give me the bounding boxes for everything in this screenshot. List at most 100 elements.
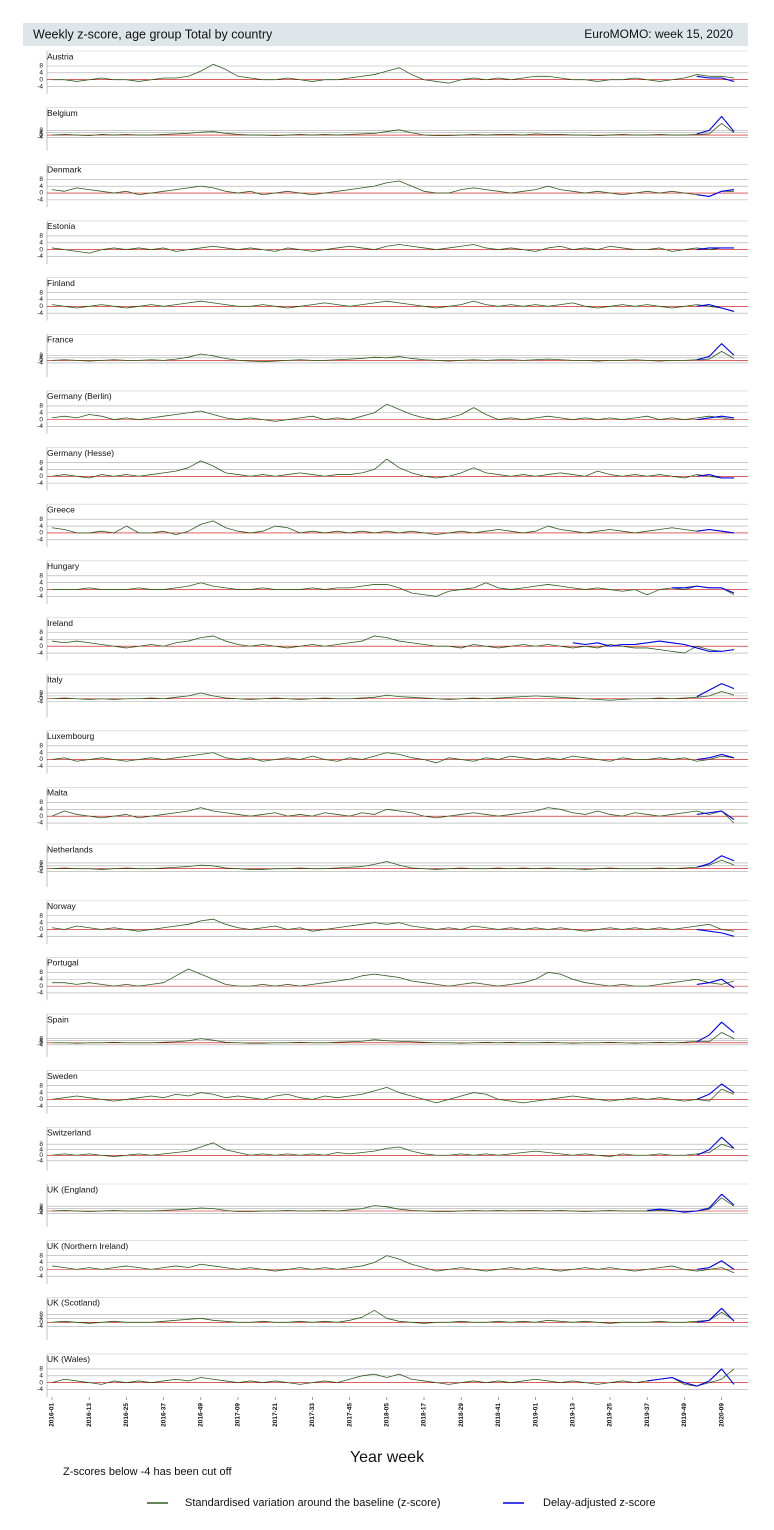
panel-title: Finland bbox=[47, 278, 75, 288]
y-tick-label: 8 bbox=[39, 459, 43, 466]
panel-title: Ireland bbox=[47, 618, 73, 628]
panel-title: UK (Wales) bbox=[47, 1354, 90, 1364]
panel-title: UK (England) bbox=[47, 1184, 98, 1194]
y-tick-label: 8 bbox=[39, 403, 43, 410]
footnote: Z-scores below -4 has been cut off bbox=[63, 1466, 232, 1478]
y-tick-label: -4 bbox=[37, 698, 43, 705]
y-tick-label: -4 bbox=[37, 1158, 43, 1165]
y-tick-label: 0 bbox=[39, 1208, 43, 1215]
delay-adjusted-line bbox=[696, 415, 735, 421]
x-tick-label: 2019-13 bbox=[570, 1403, 577, 1427]
delay-adjusted-line bbox=[696, 1021, 735, 1043]
y-tick-label: 0 bbox=[39, 865, 43, 872]
y-tick-label: 4 bbox=[39, 1146, 43, 1153]
y-tick-label: 0 bbox=[39, 357, 43, 364]
y-tick-label: 0 bbox=[39, 1379, 43, 1386]
panel-title: Estonia bbox=[47, 221, 76, 231]
panel: Belgium 840-4 bbox=[37, 107, 748, 151]
panel-title: UK (Northern Ireland) bbox=[47, 1241, 128, 1251]
x-tick-label: 2018-29 bbox=[458, 1403, 465, 1427]
y-tick-label: 0 bbox=[39, 416, 43, 423]
y-tick-label: 4 bbox=[39, 183, 43, 190]
x-tick-label: 2017-33 bbox=[309, 1403, 316, 1427]
zscore-line bbox=[51, 1368, 735, 1387]
delay-adjusted-line bbox=[696, 115, 735, 135]
panel-title: Luxembourg bbox=[47, 731, 95, 741]
y-tick-label: -4 bbox=[37, 1273, 43, 1280]
y-tick-label: 8 bbox=[39, 573, 43, 580]
delay-adjusted-line bbox=[647, 1193, 735, 1213]
y-tick-label: -4 bbox=[37, 1103, 43, 1110]
y-tick-label: 0 bbox=[39, 1152, 43, 1159]
y-tick-label: 8 bbox=[39, 969, 43, 976]
zscore-line bbox=[52, 1032, 735, 1044]
panel-title: Belgium bbox=[47, 108, 78, 118]
delay-adjusted-line bbox=[696, 1260, 735, 1270]
y-tick-label: -4 bbox=[37, 1042, 43, 1049]
y-tick-label: -4 bbox=[37, 990, 43, 997]
x-tick-label: 2016-13 bbox=[86, 1403, 93, 1427]
x-tick-label: 2019-49 bbox=[681, 1403, 688, 1427]
y-tick-label: -4 bbox=[37, 820, 43, 827]
delay-adjusted-line bbox=[696, 1136, 735, 1156]
delay-adjusted-line bbox=[696, 75, 735, 82]
y-tick-label: 4 bbox=[39, 863, 43, 870]
y-tick-label: 0 bbox=[39, 132, 43, 139]
delay-adjusted-line bbox=[647, 1368, 735, 1387]
y-tick-label: 8 bbox=[39, 233, 43, 240]
zscore-line bbox=[51, 403, 735, 422]
y-tick-label: 0 bbox=[39, 1096, 43, 1103]
y-tick-label: 8 bbox=[39, 1203, 43, 1210]
zscore-line bbox=[51, 458, 734, 479]
y-tick-label: 8 bbox=[39, 1141, 43, 1148]
y-tick-label: -4 bbox=[37, 868, 43, 875]
x-axis-title: Year week bbox=[350, 1449, 425, 1466]
y-tick-label: 0 bbox=[39, 756, 43, 763]
zscore-line bbox=[51, 1309, 735, 1324]
y-tick-label: 8 bbox=[39, 127, 43, 134]
panel: Switzerland 840-4 bbox=[37, 1127, 748, 1171]
panel-title: Germany (Berlin) bbox=[47, 391, 112, 401]
y-tick-label: 0 bbox=[39, 76, 43, 83]
y-tick-label: -4 bbox=[37, 360, 43, 367]
panel: Italy 840-4 bbox=[37, 673, 748, 718]
panel: Austria 840-4 bbox=[37, 50, 748, 94]
source-label: EuroMOMO: week 15, 2020 bbox=[584, 27, 733, 41]
y-tick-label: 8 bbox=[39, 799, 43, 806]
y-tick-label: 8 bbox=[39, 860, 43, 867]
y-tick-label: 0 bbox=[39, 190, 43, 197]
zscore-line bbox=[51, 691, 735, 701]
y-tick-label: -4 bbox=[37, 1323, 43, 1330]
zscore-line bbox=[51, 1197, 735, 1212]
y-tick-label: 8 bbox=[39, 1252, 43, 1259]
y-tick-label: 4 bbox=[39, 355, 43, 362]
y-tick-label: 8 bbox=[39, 176, 43, 183]
panel: UK (Northern Ireland) 840-4 bbox=[37, 1240, 748, 1284]
delay-adjusted-line bbox=[696, 474, 734, 479]
y-tick-label: 4 bbox=[39, 1205, 43, 1212]
panel-title: France bbox=[47, 335, 74, 345]
legend-label: Delay-adjusted z-score bbox=[543, 1497, 656, 1509]
y-tick-label: 4 bbox=[39, 296, 43, 303]
y-tick-label: 0 bbox=[39, 1319, 43, 1326]
y-tick-label: 0 bbox=[39, 926, 43, 933]
y-tick-label: -4 bbox=[37, 310, 43, 317]
delay-adjusted-line bbox=[696, 528, 735, 534]
y-tick-label: 8 bbox=[39, 289, 43, 296]
panel: UK (England) 840-4 bbox=[37, 1183, 748, 1227]
panel-title: Sweden bbox=[47, 1071, 78, 1081]
y-tick-label: -4 bbox=[37, 933, 43, 940]
panel-title: Netherlands bbox=[47, 844, 93, 854]
y-tick-label: -4 bbox=[37, 593, 43, 600]
panel-title: UK (Scotland) bbox=[47, 1298, 100, 1308]
panel: Norway 840-4 bbox=[37, 900, 748, 944]
y-tick-label: -4 bbox=[37, 763, 43, 770]
zscore-line bbox=[52, 968, 735, 987]
x-tick-label: 2016-25 bbox=[123, 1403, 130, 1427]
legend-label: Standardised variation around the baseli… bbox=[185, 1497, 441, 1509]
y-tick-label: 8 bbox=[39, 1366, 43, 1373]
y-tick-label: 4 bbox=[39, 749, 43, 756]
y-tick-label: -4 bbox=[37, 83, 43, 90]
y-tick-label: 8 bbox=[39, 912, 43, 919]
y-tick-label: 0 bbox=[39, 530, 43, 537]
